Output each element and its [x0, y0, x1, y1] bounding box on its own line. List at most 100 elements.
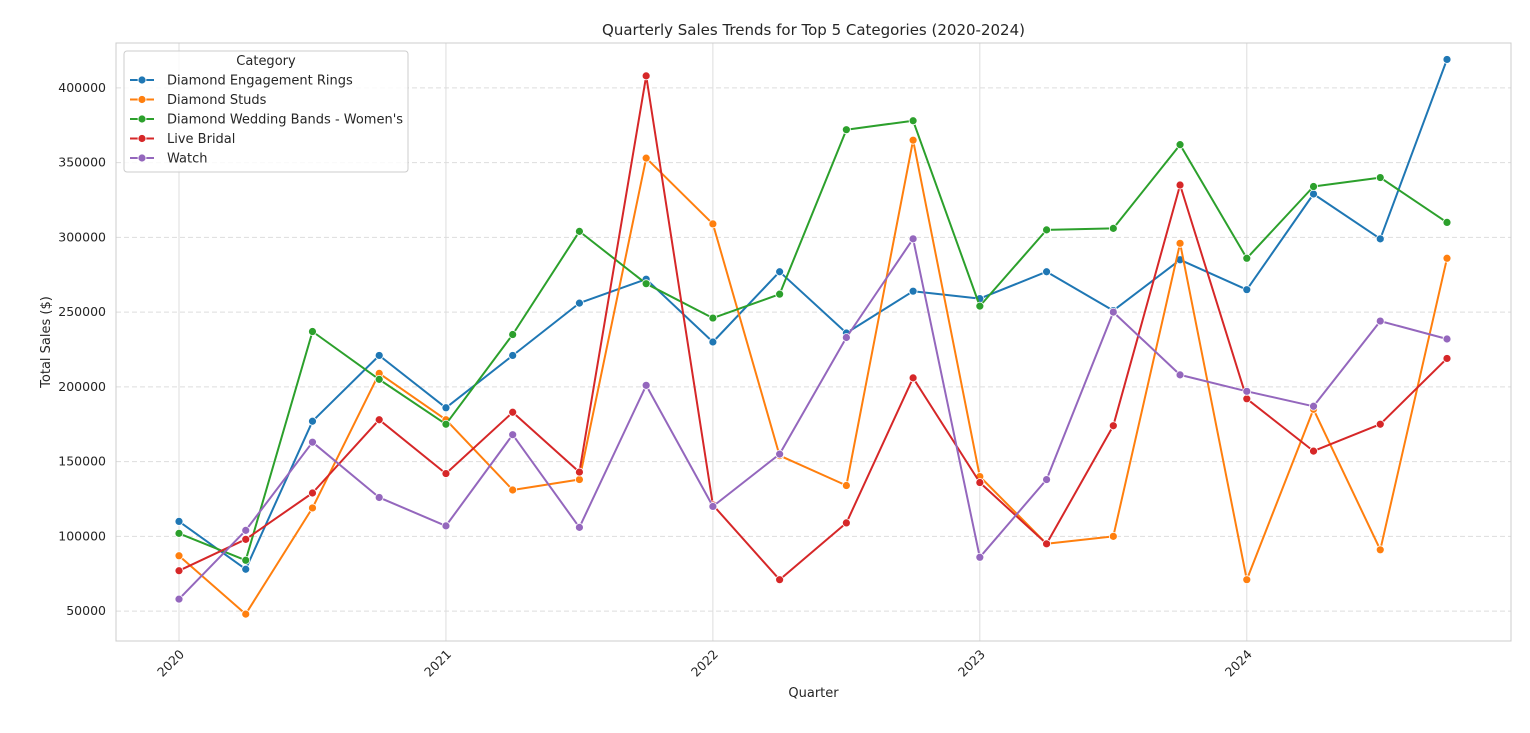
legend-label: Watch [167, 152, 207, 167]
data-point [1442, 334, 1452, 344]
data-point [174, 528, 184, 538]
data-point [1375, 545, 1385, 555]
y-tick-label: 100000 [58, 528, 106, 543]
data-point [1242, 394, 1252, 404]
legend-entry: Diamond Studs [130, 93, 267, 108]
data-point [1108, 421, 1118, 431]
data-point [1309, 401, 1318, 411]
data-point [1175, 140, 1185, 150]
data-point [508, 430, 518, 440]
x-axis-ticks: 2020 2021 2022 2023 2024 [154, 646, 1255, 679]
data-point [241, 564, 251, 574]
y-axis-label: Total Sales ($) [39, 296, 54, 389]
data-point [1042, 539, 1051, 549]
data-point [374, 374, 384, 384]
data-point [575, 522, 584, 532]
y-tick-label: 400000 [58, 80, 106, 95]
data-point [308, 503, 317, 513]
data-point [1242, 285, 1252, 295]
data-point [1375, 419, 1385, 429]
data-point [575, 298, 584, 308]
data-point [975, 301, 985, 311]
data-point [975, 478, 985, 487]
y-tick-label: 50000 [66, 603, 106, 618]
series-2 [174, 116, 1452, 565]
x-tick-label: 2020 [154, 646, 187, 679]
data-point [775, 449, 785, 459]
data-point [1242, 253, 1252, 263]
data-point [374, 351, 384, 360]
data-point [841, 125, 851, 135]
data-point [1375, 234, 1385, 244]
data-point [1242, 575, 1252, 585]
legend-marker-swatch [137, 95, 147, 104]
data-point [508, 485, 518, 495]
y-tick-label: 350000 [58, 155, 106, 170]
data-point [775, 575, 785, 585]
data-point [508, 330, 518, 339]
data-point [1042, 225, 1051, 235]
data-point [908, 373, 918, 383]
data-point [708, 313, 718, 323]
series-line [178, 119, 1448, 562]
data-point [708, 337, 718, 347]
legend-marker-swatch [137, 153, 147, 163]
data-point [1175, 370, 1185, 380]
data-point [841, 481, 851, 490]
legend-marker-swatch [137, 134, 147, 143]
data-point [908, 135, 918, 145]
legend-entry: Watch [130, 152, 207, 167]
grid [116, 43, 1511, 641]
data-point [241, 609, 251, 619]
data-point [908, 116, 918, 126]
data-point [308, 416, 317, 426]
data-point [575, 475, 584, 484]
legend-entry: Diamond Wedding Bands - Women's [130, 113, 403, 128]
data-point [975, 552, 985, 562]
data-point [241, 534, 251, 544]
x-tick-label: 2021 [421, 647, 454, 680]
data-point [908, 286, 918, 296]
data-point [1442, 55, 1452, 64]
data-point [641, 279, 651, 289]
data-point [174, 566, 184, 576]
data-point [374, 493, 384, 502]
data-point [241, 525, 251, 535]
x-tick-label: 2023 [955, 647, 988, 680]
data-point [508, 407, 518, 417]
series-line [178, 139, 1448, 616]
data-point [441, 403, 451, 413]
legend: Category Diamond Engagement Rings Diamond… [123, 50, 409, 173]
x-tick-label: 2022 [688, 647, 721, 680]
series-line [178, 74, 1448, 581]
y-tick-label: 250000 [58, 304, 106, 319]
legend-label: Diamond Studs [167, 93, 267, 108]
legend-title: Category [236, 54, 296, 69]
plot-area [115, 42, 1512, 642]
series-line [178, 237, 1448, 600]
series-4 [174, 234, 1452, 604]
data-point [1108, 307, 1118, 317]
data-point [1442, 217, 1452, 227]
y-axis-ticks: 50000 100000 150000 200000 250000 300000 35000… [58, 80, 106, 618]
data-point [374, 415, 384, 425]
series-layer [174, 55, 1452, 619]
data-point [575, 226, 584, 236]
data-point [1108, 223, 1118, 233]
chart-title: Quarterly Sales Trends for Top 5 Categor… [602, 21, 1025, 39]
data-point [1375, 173, 1385, 182]
data-point [174, 517, 184, 526]
series-line [178, 59, 1448, 571]
data-point [641, 153, 651, 163]
data-point [1042, 267, 1051, 277]
data-point [1108, 531, 1118, 541]
data-point [508, 351, 518, 360]
series-1 [174, 135, 1452, 619]
legend-label: Diamond Wedding Bands - Women's [167, 113, 403, 128]
data-point [308, 437, 317, 447]
data-point [441, 419, 451, 429]
data-point [775, 267, 785, 277]
legend-marker-swatch [137, 114, 147, 124]
x-axis-label: Quarter [788, 686, 839, 701]
